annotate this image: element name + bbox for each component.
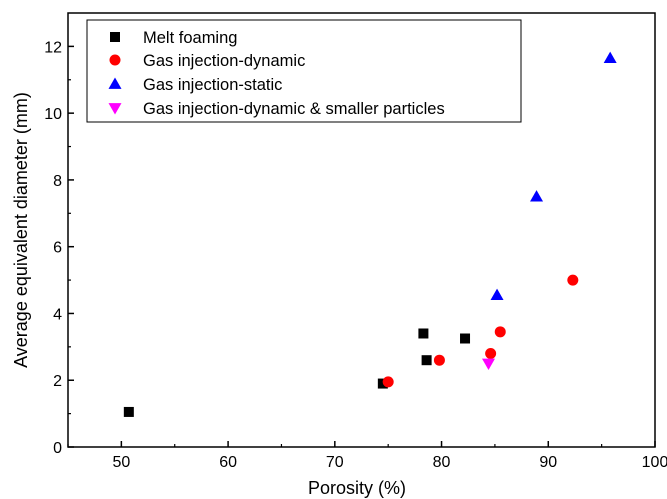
data-point — [377, 378, 388, 389]
y-tick-label: 8 — [53, 173, 62, 190]
data-point — [421, 355, 432, 366]
legend-box — [86, 19, 522, 123]
legend-label: Gas injection-static — [143, 76, 282, 94]
data-point — [603, 51, 617, 63]
y-tick-label: 0 — [53, 440, 62, 457]
data-point — [460, 333, 471, 344]
x-tick-label: 80 — [433, 454, 451, 471]
x-tick-label: 100 — [642, 454, 667, 471]
data-point — [485, 348, 497, 360]
legend-label: Gas injection-dynamic — [143, 52, 305, 70]
legend-label: Melt foaming — [143, 29, 237, 47]
data-point — [433, 354, 445, 366]
data-point — [482, 358, 496, 371]
x-axis-ticks: 50 60 70 80 90 100 — [67, 441, 667, 471]
y-tick-label: 2 — [53, 373, 62, 390]
legend-label: Gas injection-dynamic & smaller particle… — [143, 100, 445, 118]
x-tick-label: 50 — [112, 454, 130, 471]
y-tick-label: 4 — [53, 306, 62, 323]
y-tick-label: 6 — [53, 240, 62, 257]
data-point — [418, 328, 429, 339]
x-axis-title: Porosity (%) — [308, 478, 406, 498]
data-point — [530, 190, 544, 202]
legend-marker — [109, 54, 121, 66]
data-points — [123, 51, 617, 417]
data-point — [494, 326, 506, 338]
legend-marker — [110, 32, 120, 42]
data-point — [490, 288, 504, 300]
data-point — [123, 406, 134, 417]
legend: Melt foaming Gas injection-dynamic Gas inj… — [86, 19, 522, 123]
y-tick-label: 10 — [44, 106, 62, 123]
y-tick-label: 12 — [44, 39, 62, 56]
data-point — [567, 274, 579, 286]
y-axis-title: Average equivalent diameter (mm) — [11, 92, 31, 368]
x-tick-label: 90 — [539, 454, 557, 471]
y-axis-ticks: 0 2 4 6 8 10 12 — [44, 39, 74, 457]
x-tick-label: 70 — [326, 454, 344, 471]
legend-marker — [108, 77, 122, 89]
legend-marker — [108, 103, 122, 115]
x-tick-label: 60 — [219, 454, 237, 471]
data-point — [382, 376, 394, 388]
